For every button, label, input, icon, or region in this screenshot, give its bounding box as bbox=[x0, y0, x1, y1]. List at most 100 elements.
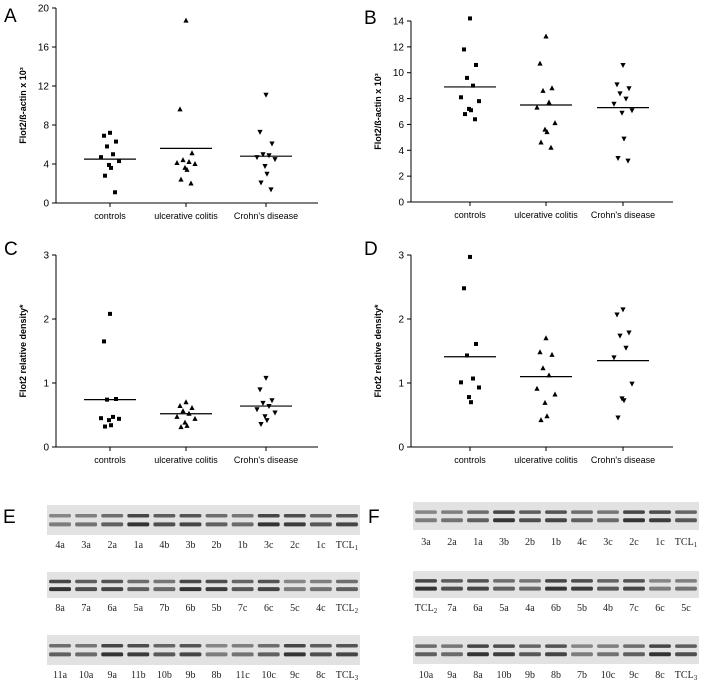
lane-label: 8c bbox=[655, 670, 665, 681]
protein-band-upper bbox=[467, 510, 489, 514]
x-tick-label: controls bbox=[94, 455, 126, 465]
lane-label: 9a bbox=[447, 670, 457, 681]
data-point-triangle-down bbox=[626, 330, 632, 336]
protein-band-lower bbox=[336, 587, 358, 592]
data-point-triangle-up bbox=[182, 419, 188, 425]
x-tick-label: Crohn's disease bbox=[234, 211, 298, 221]
protein-band-upper bbox=[441, 579, 463, 583]
data-point-square bbox=[477, 99, 481, 104]
lane-label: 4c bbox=[577, 537, 587, 548]
protein-band-lower bbox=[623, 586, 645, 591]
blot-panel-f: F 3a 2a 1a 3b 2b 1b 4c 3c 2c 1c TCL1 TCL2 7a 6a 5a 4a 6b 5… bbox=[368, 502, 699, 682]
protein-band-upper bbox=[649, 579, 671, 583]
protein-band-upper bbox=[49, 579, 71, 584]
data-point-triangle-down bbox=[621, 136, 627, 142]
y-tick-label: 8 bbox=[43, 121, 49, 132]
series-crohn-s-disease bbox=[240, 92, 292, 193]
data-point-square bbox=[469, 400, 473, 405]
lane-label: 2b bbox=[525, 537, 535, 548]
lane-label: 2b bbox=[212, 540, 222, 551]
lane-label: 11b bbox=[131, 670, 146, 681]
data-point-triangle-down bbox=[617, 333, 623, 339]
y-tick-label: 14 bbox=[393, 17, 405, 28]
lane-label: 10a bbox=[79, 670, 94, 681]
data-point-triangle-up bbox=[542, 399, 548, 405]
data-point-square bbox=[465, 353, 469, 358]
protein-band-upper bbox=[257, 514, 280, 518]
data-point-triangle-up bbox=[538, 139, 544, 145]
protein-band-lower bbox=[493, 652, 515, 657]
protein-band-upper bbox=[415, 510, 437, 514]
lane-label: 1a bbox=[473, 537, 483, 548]
data-point-square bbox=[474, 341, 478, 346]
y-tick-label: 0 bbox=[398, 443, 404, 454]
protein-band-upper bbox=[75, 644, 98, 648]
data-point-triangle-down bbox=[623, 345, 629, 351]
protein-band-lower bbox=[571, 586, 593, 591]
protein-band-upper bbox=[205, 644, 228, 648]
blot-membrane bbox=[47, 572, 360, 598]
protein-band-lower bbox=[75, 587, 98, 592]
protein-band-lower bbox=[205, 587, 228, 592]
lane-label: 2a bbox=[447, 537, 457, 548]
protein-band-lower bbox=[571, 518, 593, 523]
lane-label: 9b bbox=[185, 670, 195, 681]
data-point-square bbox=[469, 108, 473, 113]
protein-band-lower bbox=[283, 522, 306, 527]
data-point-triangle-down bbox=[611, 101, 617, 107]
protein-band-upper bbox=[283, 514, 306, 518]
protein-band-upper bbox=[101, 514, 124, 518]
protein-band-upper bbox=[545, 579, 567, 583]
protein-band-upper bbox=[441, 644, 463, 648]
blot-row: 11a 10a 9a 11b 10b 9b 8b 11c 10c 9c 8c TCL3 bbox=[47, 635, 360, 682]
protein-band-upper bbox=[467, 644, 489, 648]
data-point-triangle-down bbox=[617, 91, 623, 97]
data-point-square bbox=[107, 418, 111, 423]
data-point-square bbox=[477, 385, 481, 390]
data-point-square bbox=[103, 424, 107, 429]
protein-band-upper bbox=[205, 514, 228, 518]
protein-band-upper bbox=[309, 579, 332, 584]
blot-row: 3a 2a 1a 3b 2b 1b 4c 3c 2c 1c TCL1 bbox=[413, 502, 699, 549]
protein-band-lower bbox=[675, 586, 697, 591]
lane-label: 4b bbox=[159, 540, 169, 551]
protein-band-lower bbox=[649, 586, 671, 591]
protein-band-upper bbox=[519, 510, 541, 514]
lane-label: 2c bbox=[629, 537, 639, 548]
data-point-triangle-up bbox=[177, 403, 183, 409]
protein-band-lower bbox=[441, 518, 463, 523]
protein-band-lower bbox=[179, 652, 202, 657]
data-point-triangle-up bbox=[548, 144, 554, 150]
protein-band-upper bbox=[467, 579, 489, 583]
protein-band-upper bbox=[493, 579, 515, 583]
data-point-square bbox=[462, 286, 466, 291]
protein-band-upper bbox=[415, 644, 437, 648]
data-point-square bbox=[463, 112, 467, 117]
protein-band-upper bbox=[571, 644, 593, 648]
data-point-square bbox=[468, 254, 472, 259]
lane-label: 1b bbox=[551, 537, 561, 548]
data-point-triangle-up bbox=[180, 408, 186, 414]
protein-band-lower bbox=[649, 652, 671, 657]
protein-band-upper bbox=[545, 510, 567, 514]
protein-band-upper bbox=[283, 644, 306, 648]
protein-band-lower bbox=[309, 522, 332, 527]
lane-label: 7c bbox=[629, 603, 639, 614]
series-crohn-s-disease bbox=[240, 375, 292, 427]
protein-band-upper bbox=[675, 510, 697, 514]
protein-band-lower bbox=[467, 586, 489, 591]
data-point-triangle-down bbox=[614, 82, 620, 88]
data-point-triangle-up bbox=[552, 120, 558, 126]
y-tick-label: 2 bbox=[43, 315, 49, 326]
blot-membrane bbox=[413, 636, 699, 664]
data-point-square bbox=[114, 397, 118, 401]
protein-band-lower bbox=[649, 518, 671, 523]
data-point-square bbox=[474, 62, 478, 67]
data-point-triangle-down bbox=[263, 375, 269, 381]
lane-label: 6c bbox=[655, 603, 665, 614]
protein-band-lower bbox=[127, 587, 150, 592]
blot-row: TCL2 7a 6a 5a 4a 6b 5b 4b 7c 6c 5c bbox=[413, 571, 699, 615]
protein-band-upper bbox=[675, 644, 697, 648]
lane-label: 8c bbox=[316, 670, 326, 681]
lane-label: 10b bbox=[157, 670, 172, 681]
